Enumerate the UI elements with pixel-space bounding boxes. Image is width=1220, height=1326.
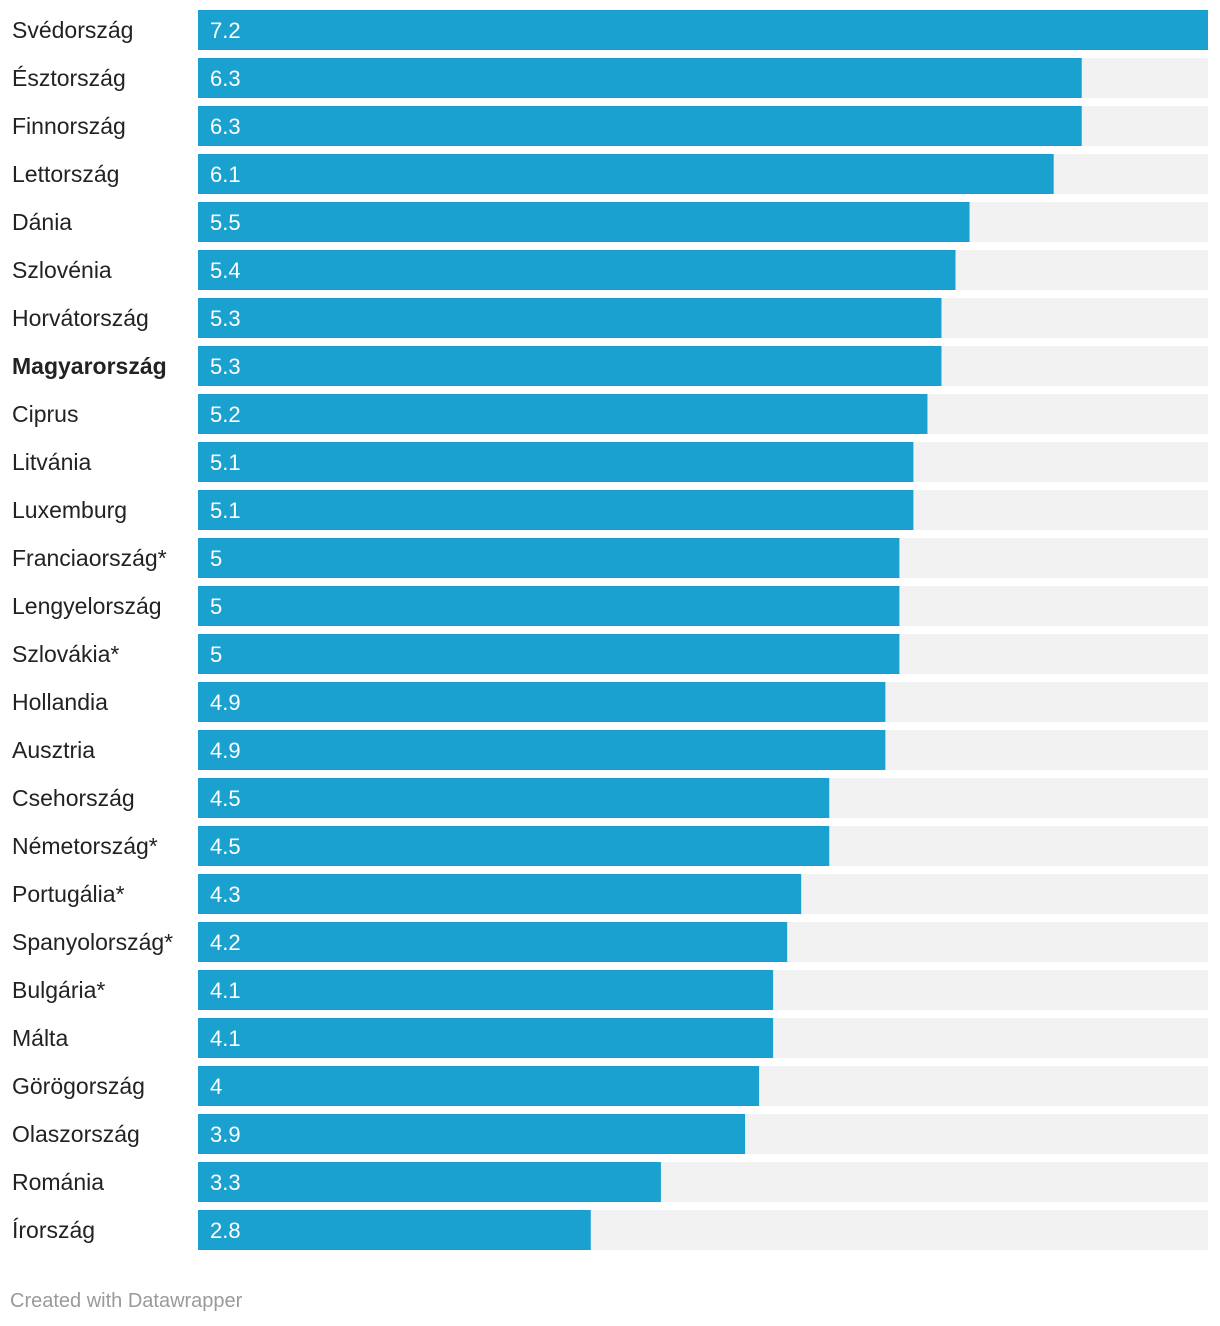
- bar: [198, 778, 830, 818]
- category-label: Dánia: [12, 209, 72, 235]
- category-label: Németország*: [12, 833, 158, 859]
- category-label: Szlovénia: [12, 257, 112, 283]
- value-label: 4.9: [210, 738, 241, 763]
- bar: [198, 586, 900, 626]
- category-label: Portugália*: [12, 881, 125, 907]
- category-label: Luxemburg: [12, 497, 127, 523]
- value-label: 4.5: [210, 786, 241, 811]
- bar: [198, 970, 774, 1010]
- category-label: Horvátország: [12, 305, 149, 331]
- bar: [198, 346, 942, 386]
- value-label: 4.1: [210, 978, 241, 1003]
- bar: [198, 730, 886, 770]
- category-label: Lettország: [12, 161, 119, 187]
- bar: [198, 58, 1082, 98]
- bar: [198, 1162, 661, 1202]
- value-label: 5.1: [210, 498, 241, 523]
- value-label: 5.1: [210, 450, 241, 475]
- bar: [198, 394, 928, 434]
- category-label: Csehország: [12, 785, 135, 811]
- value-label: 5.5: [210, 210, 241, 235]
- category-label: Bulgária*: [12, 977, 105, 1003]
- category-label: Írország: [12, 1217, 95, 1243]
- bar: [198, 106, 1082, 146]
- bar: [198, 250, 956, 290]
- category-label: Spanyolország*: [12, 929, 173, 955]
- value-label: 5.3: [210, 354, 241, 379]
- bar-chart: Svédország 7.2 Észtország 6.3 Finnország 6.3 L…: [12, 10, 1208, 1250]
- bar: [198, 202, 970, 242]
- value-label: 4.9: [210, 690, 241, 715]
- category-label: Észtország: [12, 65, 126, 91]
- bar: [198, 874, 802, 914]
- bar: [198, 1066, 760, 1106]
- category-label: Svédország: [12, 17, 133, 43]
- category-label: Ciprus: [12, 401, 78, 427]
- value-label: 4.2: [210, 930, 241, 955]
- bar: [198, 1018, 774, 1058]
- category-label: Lengyelország: [12, 593, 162, 619]
- category-label: Hollandia: [12, 689, 108, 715]
- value-label: 4: [210, 1074, 222, 1099]
- category-label: Málta: [12, 1025, 68, 1051]
- bar: [198, 442, 914, 482]
- value-label: 4.1: [210, 1026, 241, 1051]
- category-label: Románia: [12, 1169, 104, 1195]
- bar: [198, 1210, 591, 1250]
- bar: [198, 538, 900, 578]
- value-label: 3.9: [210, 1122, 241, 1147]
- datawrapper-credit: Created with Datawrapper: [10, 1290, 243, 1312]
- value-label: 5.4: [210, 258, 241, 283]
- value-label: 4.5: [210, 834, 241, 859]
- category-label: Görögország: [12, 1073, 145, 1099]
- bar: [198, 10, 1208, 50]
- value-label: 5: [210, 546, 222, 571]
- bar: [198, 682, 886, 722]
- category-label: Magyarország: [12, 353, 167, 379]
- category-label: Franciaország*: [12, 545, 167, 571]
- bar: [198, 154, 1054, 194]
- category-label: Ausztria: [12, 737, 95, 763]
- value-label: 6.3: [210, 114, 241, 139]
- bar: [198, 490, 914, 530]
- value-label: 4.3: [210, 882, 241, 907]
- value-label: 2.8: [210, 1218, 241, 1243]
- category-label: Litvánia: [12, 449, 91, 475]
- bar: [198, 1114, 746, 1154]
- bar: [198, 826, 830, 866]
- value-label: 7.2: [210, 18, 241, 43]
- bar: [198, 634, 900, 674]
- value-label: 3.3: [210, 1170, 241, 1195]
- bar: [198, 922, 788, 962]
- value-label: 6.3: [210, 66, 241, 91]
- value-label: 5.3: [210, 306, 241, 331]
- category-label: Finnország: [12, 113, 126, 139]
- value-label: 5.2: [210, 402, 241, 427]
- value-label: 5: [210, 594, 222, 619]
- value-label: 6.1: [210, 162, 241, 187]
- category-label: Olaszország: [12, 1121, 140, 1147]
- value-label: 5: [210, 642, 222, 667]
- bar: [198, 298, 942, 338]
- category-label: Szlovákia*: [12, 641, 119, 667]
